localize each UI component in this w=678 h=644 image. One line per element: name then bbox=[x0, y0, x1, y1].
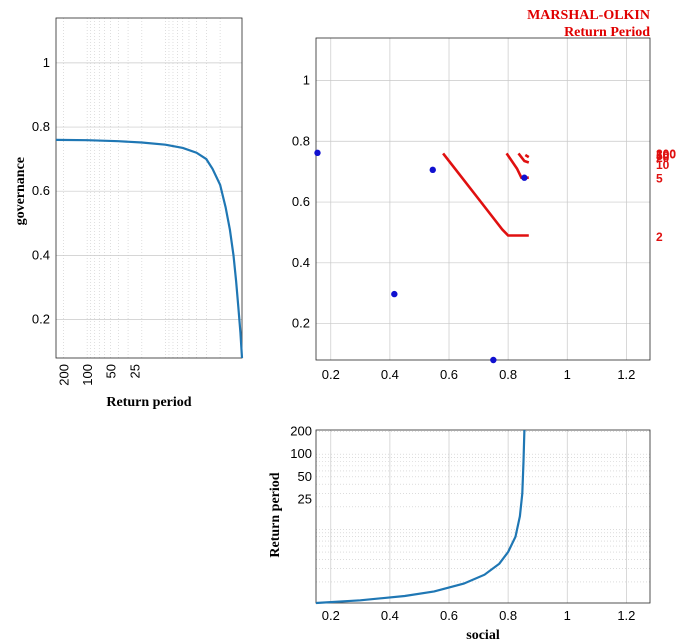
plot-area bbox=[56, 18, 242, 358]
x-tick-label: 50 bbox=[104, 364, 119, 378]
x-tick-label: 25 bbox=[127, 364, 142, 378]
isoline-label-20: 20 bbox=[656, 151, 670, 165]
x-tick-label: 0.2 bbox=[322, 608, 340, 623]
y-axis-label: governance bbox=[13, 157, 28, 225]
plot-area bbox=[316, 430, 650, 603]
axes-box bbox=[315, 37, 651, 361]
axes-box bbox=[315, 429, 651, 604]
y-tick-label: 0.2 bbox=[292, 316, 310, 331]
series-line bbox=[315, 429, 526, 605]
x-tick-label: 0.4 bbox=[381, 367, 399, 382]
chart-title-line2: Return Period bbox=[564, 25, 650, 40]
isoline-2 bbox=[442, 152, 529, 237]
isoline-label-10: 10 bbox=[656, 158, 670, 172]
data-point bbox=[314, 149, 321, 157]
y-tick-label: 25 bbox=[298, 491, 312, 506]
isoline-label-100: 100 bbox=[656, 147, 676, 161]
y-tick-label: 1 bbox=[303, 73, 310, 88]
y-tick-label: 100 bbox=[290, 446, 312, 461]
y-axis-label: Return period bbox=[268, 472, 283, 557]
x-tick-label: 0.4 bbox=[381, 608, 399, 623]
y-tick-label: 0.8 bbox=[32, 119, 50, 134]
x-tick-label: 0.8 bbox=[499, 367, 517, 382]
isoline-10 bbox=[517, 152, 530, 164]
y-tick-label: 1 bbox=[43, 55, 50, 70]
isoline-20 bbox=[524, 153, 530, 159]
isoline-label-200: 200 bbox=[656, 147, 676, 161]
x-tick-label: 1 bbox=[564, 367, 571, 382]
isoline-label-50: 50 bbox=[656, 149, 670, 163]
y-tick-label: 0.4 bbox=[32, 247, 50, 262]
x-tick-label: 0.6 bbox=[440, 367, 458, 382]
left-panel: 0.2 0.4 0.6 0.8 1 200 100 50 25 Return period gove… bbox=[13, 17, 244, 410]
y-tick-label: 0.6 bbox=[292, 194, 310, 209]
x-tick-label: 1.2 bbox=[617, 608, 635, 623]
isoline-label-5: 5 bbox=[656, 172, 663, 186]
data-point bbox=[391, 290, 398, 298]
bottom-panel: 25 50 100 200 0.2 0.4 0.6 0.8 1 1.2 social Return p… bbox=[268, 424, 651, 643]
x-tick-label: 0.6 bbox=[440, 608, 458, 623]
x-tick-label: 0.8 bbox=[499, 608, 517, 623]
x-tick-label: 1 bbox=[564, 608, 571, 623]
y-tick-label: 0.6 bbox=[32, 183, 50, 198]
data-point bbox=[429, 166, 436, 174]
axes-box bbox=[55, 17, 243, 359]
plot-area bbox=[316, 38, 650, 360]
x-tick-label: 100 bbox=[80, 364, 95, 386]
y-tick-label: 0.2 bbox=[32, 312, 50, 327]
y-tick-label: 0.4 bbox=[292, 255, 310, 270]
x-axis-label: Return period bbox=[106, 395, 191, 410]
y-tick-label: 0.8 bbox=[292, 133, 310, 148]
x-tick-label: 200 bbox=[57, 364, 72, 386]
data-point bbox=[490, 356, 497, 364]
data-point bbox=[521, 174, 528, 181]
x-tick-label: 1.2 bbox=[617, 367, 635, 382]
x-axis-label: social bbox=[466, 628, 500, 643]
y-tick-label: 200 bbox=[290, 424, 312, 439]
y-tick-label: 50 bbox=[298, 469, 312, 484]
x-tick-label: 0.2 bbox=[322, 367, 340, 382]
series-line bbox=[55, 138, 244, 359]
isoline-label-2: 2 bbox=[656, 230, 663, 244]
chart-title-line1: MARSHAL-OLKIN bbox=[527, 8, 650, 23]
